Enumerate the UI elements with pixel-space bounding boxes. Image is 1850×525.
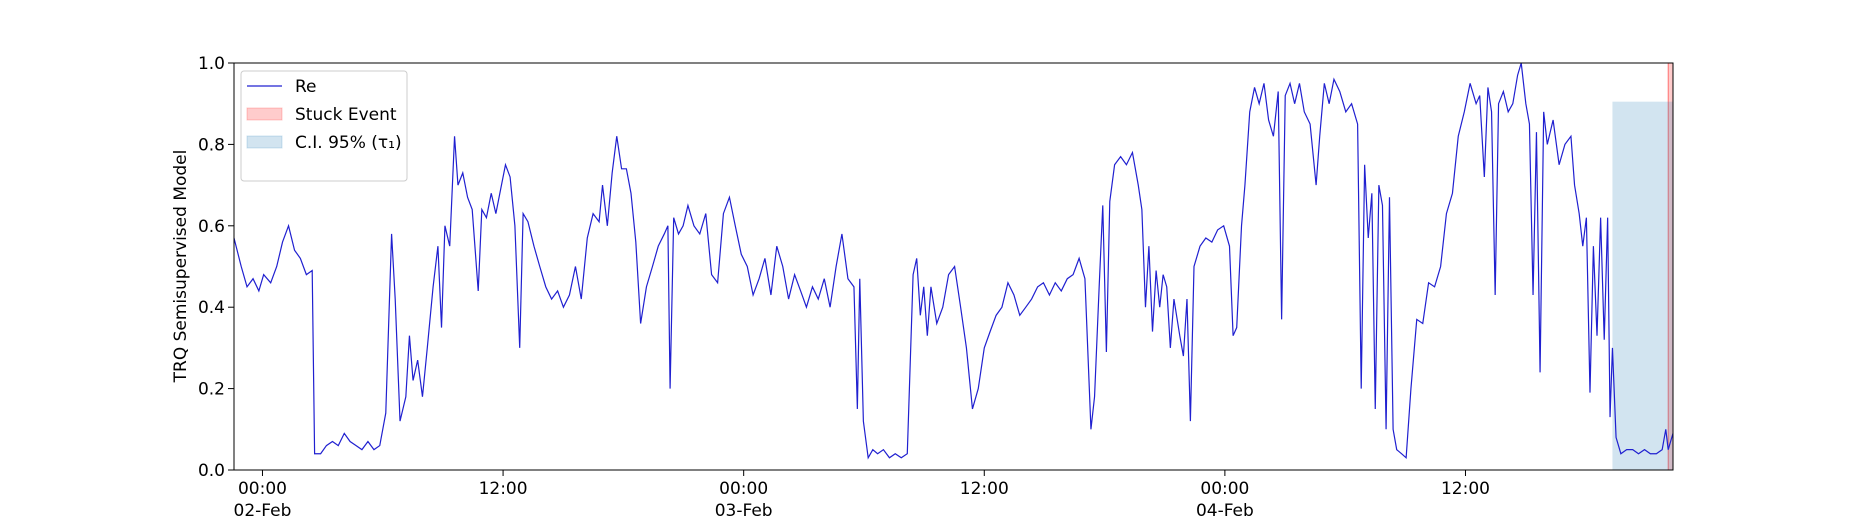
legend-box (240, 70, 408, 182)
x-tick-label: 12:00 (1441, 479, 1490, 499)
y-tick-label: 0.6 (198, 217, 225, 237)
y-axis-label: TRQ Semisupervised Model (171, 150, 191, 384)
y-tick-label: 0.2 (198, 380, 225, 400)
confidence-span (1612, 101, 1673, 470)
y-tick-label: 1.0 (198, 54, 225, 74)
legend-label: Re (295, 77, 317, 97)
axes-frame (233, 62, 1674, 471)
y-tick-label: 0.0 (198, 461, 225, 481)
legend-swatch (246, 107, 283, 121)
x-tick-label: 12:00 (960, 479, 1009, 499)
legend-label: C.I. 95% (τ₁) (295, 133, 402, 153)
y-tick-label: 0.8 (198, 135, 225, 155)
x-tick-label: 12:00 (479, 479, 528, 499)
legend: Re Stuck Event C.I. 95% (τ₁) (240, 70, 408, 182)
legend-label: Stuck Event (295, 105, 397, 125)
x-tick-label: 00:00 03-Feb (715, 479, 773, 521)
y-tick-label: 0.4 (198, 298, 225, 318)
x-tick-label: 00:00 04-Feb (1196, 479, 1254, 521)
legend-swatch (246, 135, 283, 149)
data-line (233, 62, 1674, 460)
